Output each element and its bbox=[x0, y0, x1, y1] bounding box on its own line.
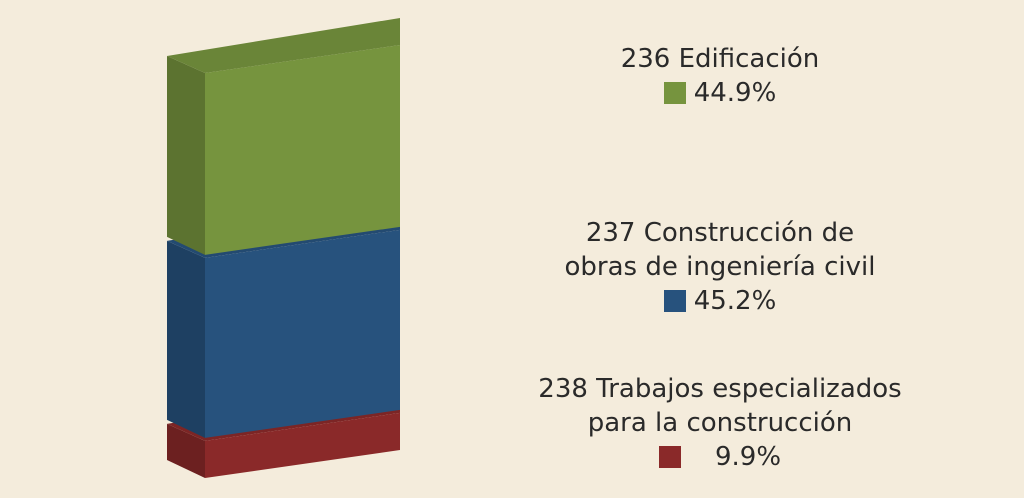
legend-value: 44.9% bbox=[693, 78, 777, 108]
legend-label: 236 Edificación bbox=[620, 44, 820, 74]
legend-value: 9.9% bbox=[714, 442, 782, 472]
legend-entry-trabajos-especializados: 238 Trabajos especializados para la cons… bbox=[520, 372, 920, 474]
bar-segment-2 bbox=[205, 229, 400, 438]
legend-swatch bbox=[658, 446, 681, 468]
bar-segment-1 bbox=[205, 45, 400, 255]
bar-segment-top-1 bbox=[167, 18, 400, 73]
bar-segment-side-1 bbox=[167, 56, 205, 255]
legend-swatch bbox=[663, 290, 686, 312]
bar-segment-side-2 bbox=[167, 240, 205, 438]
bar-segment-3 bbox=[205, 412, 400, 478]
legend-entry-edificacion: 236 Edificación 44.9% bbox=[520, 42, 920, 110]
legend-label: 238 Trabajos especializados para la cons… bbox=[538, 374, 902, 438]
bar-segment-side-3 bbox=[167, 423, 205, 478]
legend-label: 237 Construcción de obras de ingeniería … bbox=[564, 218, 876, 282]
legend-swatch bbox=[663, 82, 686, 104]
legend-value: 45.2% bbox=[693, 286, 777, 316]
legend-entry-obras-civil: 237 Construcción de obras de ingeniería … bbox=[520, 216, 920, 318]
